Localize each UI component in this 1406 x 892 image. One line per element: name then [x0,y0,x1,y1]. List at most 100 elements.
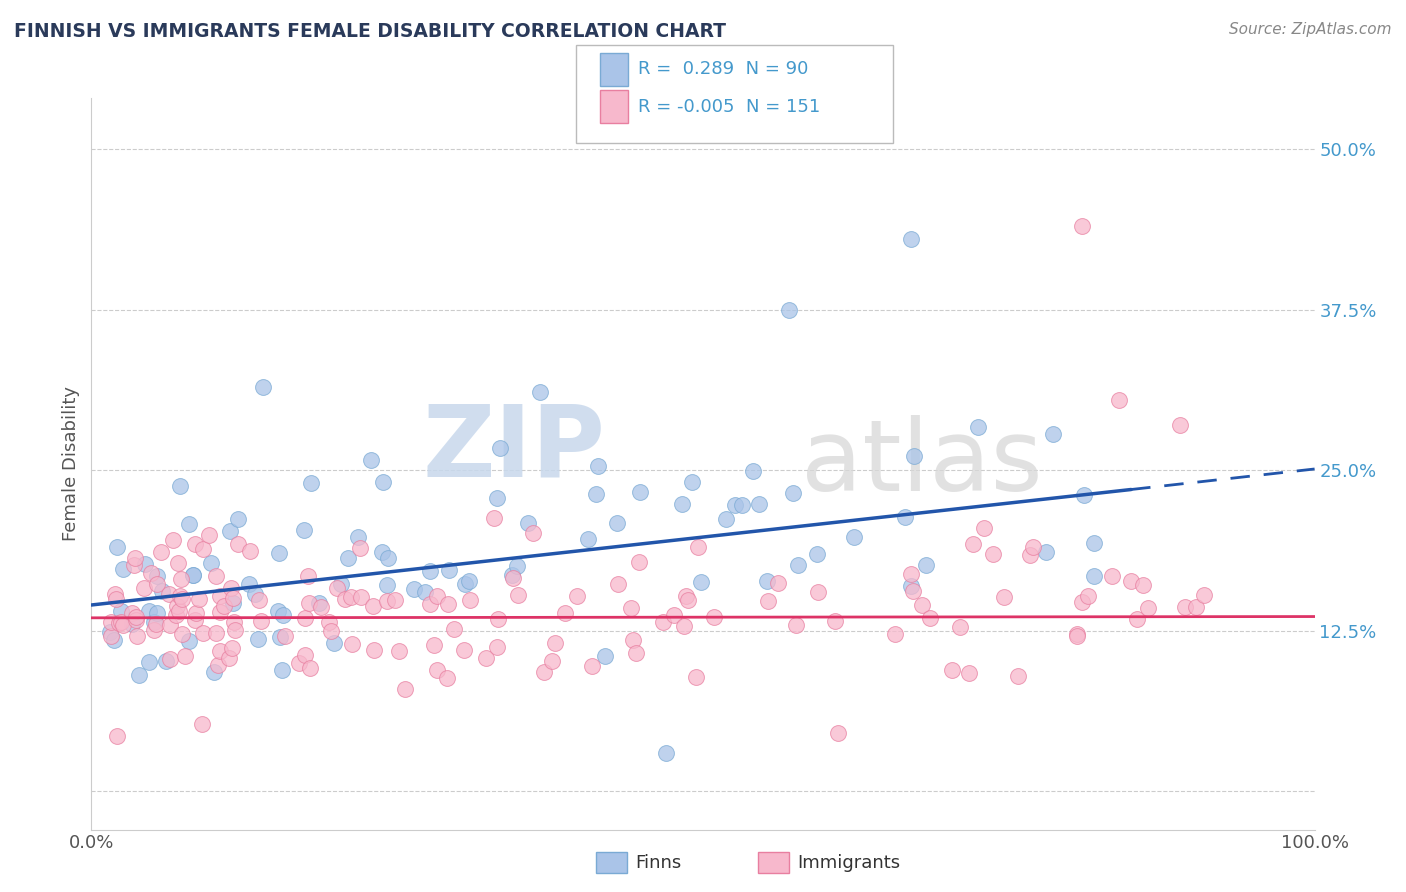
Point [125,610,148,624]
Point [586,459,609,474]
Point [620,601,643,615]
Point [165,608,187,623]
Point [207,658,229,673]
Point [1071,219,1094,234]
Point [209,605,232,619]
Point [169,479,191,493]
Point [184,613,207,627]
Point [554,606,576,620]
Point [124,613,146,627]
Point [183,537,205,551]
Point [755,574,778,588]
Point [247,593,270,607]
Point [911,598,934,612]
Point [1066,629,1088,643]
Point [436,671,458,685]
Point [501,567,523,582]
Point [191,541,214,556]
Point [205,568,228,582]
Point [318,615,340,629]
Point [1071,595,1094,609]
Point [565,589,588,603]
Point [205,625,228,640]
Point [250,614,273,628]
Point [1185,599,1208,614]
Point [485,491,508,506]
Point [170,572,193,586]
Point [1035,545,1057,559]
Point [371,475,394,490]
Point [1073,488,1095,502]
Point [655,746,678,760]
Text: Immigrants: Immigrants [797,854,900,871]
Point [159,618,181,632]
Point [121,616,143,631]
Point [957,666,980,681]
Point [333,592,356,607]
Point [388,643,411,657]
Point [690,574,713,589]
Point [187,592,209,607]
Point [941,663,963,677]
Point [419,597,441,611]
Point [436,598,458,612]
Point [1137,601,1160,615]
Text: atlas: atlas [801,416,1042,512]
Point [489,442,512,456]
Point [134,557,156,571]
Point [271,663,294,677]
Point [662,608,685,623]
Point [141,566,163,581]
Text: R = -0.005  N = 151: R = -0.005 N = 151 [638,97,821,116]
Point [1077,589,1099,603]
Point [766,575,789,590]
Point [375,578,398,592]
Point [1108,392,1130,407]
Point [325,582,347,596]
Point [973,521,995,535]
Point [105,540,128,554]
Point [652,615,675,629]
Point [425,589,447,603]
Point [1066,626,1088,640]
Point [191,716,214,731]
Point [179,634,201,648]
Point [170,626,193,640]
Point [98,625,121,640]
Point [900,579,922,593]
Point [742,464,765,478]
Point [146,569,169,583]
Point [202,665,225,679]
Point [288,656,311,670]
Point [360,453,382,467]
Point [529,385,551,400]
Point [533,665,555,679]
Point [628,555,651,569]
Point [308,596,330,610]
Point [246,632,269,646]
Point [949,620,972,634]
Point [181,568,204,582]
Point [157,586,180,600]
Point [581,658,603,673]
Point [111,561,134,575]
Point [145,616,167,631]
Point [339,590,361,604]
Point [226,511,249,525]
Point [212,599,235,613]
Point [294,611,316,625]
Point [149,545,172,559]
Point [962,537,984,551]
Point [294,523,316,537]
Point [209,644,232,658]
Point [1022,541,1045,555]
Point [1168,418,1191,433]
Point [703,610,725,624]
Point [297,568,319,582]
Point [301,476,323,491]
Point [1119,574,1142,588]
Point [517,516,540,530]
Y-axis label: Female Disability: Female Disability [62,386,80,541]
Point [179,516,201,531]
Point [104,591,127,606]
